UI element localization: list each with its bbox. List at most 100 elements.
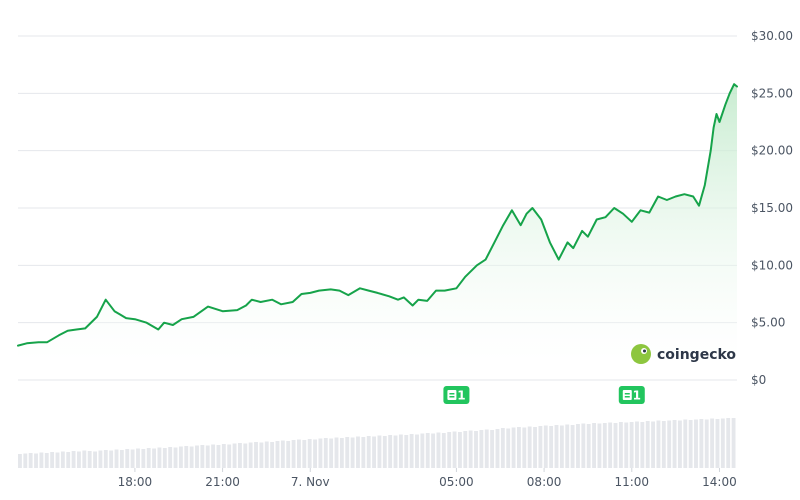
price-area [17,83,738,362]
x-tick-label: 7. Nov [291,475,330,489]
volume-bar [506,428,511,468]
y-tick-label: $0 [751,373,766,387]
volume-bar [39,452,44,468]
volume-bar [291,440,296,468]
volume-bar [533,427,537,468]
volume-bar [656,420,661,468]
calendar-icon [447,390,457,400]
volume-bar [259,442,264,468]
volume-bar [398,434,403,468]
x-tick-label: 18:00 [118,475,153,489]
volume-bar [232,443,237,468]
gecko-logo-pupil [643,349,646,353]
volume-bar [221,444,226,468]
volume-bar [28,453,33,468]
volume-bar [345,437,350,468]
volume-bar [168,447,173,468]
volume-bar [372,436,376,468]
volume-bar [704,419,709,468]
volume-bar [93,451,97,468]
volume-bar [694,419,698,468]
volume-bar [420,433,425,468]
volume-bar [323,438,328,468]
gecko-logo-icon [631,344,651,364]
volume-bar [87,451,92,468]
volume-bar [329,438,334,468]
volume-bar [452,431,457,468]
volume-bar [683,419,688,468]
volume-bar [667,420,672,468]
volume-bar [34,453,38,468]
volume-bar [18,454,22,468]
y-axis-labels: $0 $5.00 $10.00 $15.00 $20.00 $25.00 $30.00 [751,29,793,387]
volume-bar [382,436,387,468]
volume-bar [377,435,382,468]
volume-bar [44,453,49,468]
y-tick-label: $10.00 [751,258,793,272]
volume-bar [581,423,586,468]
volume-bar [661,421,666,468]
event-marker[interactable]: 1 [618,386,645,404]
volume-bar [146,448,151,468]
volume-bar [157,447,162,468]
volume-bar [270,442,275,468]
volume-bar [677,420,682,468]
volume-bar [227,444,232,468]
volume-bar [624,422,629,468]
volume-bar [629,422,634,468]
volume-bar [184,446,189,468]
x-tick-label: 11:00 [614,475,649,489]
volume-bar [205,445,210,468]
volume-bar [366,436,371,468]
volume-bar [216,445,221,468]
volume-bar [527,426,532,468]
volume-bar [55,452,60,468]
event-count: 1 [457,389,465,403]
volume-bar [500,428,505,468]
price-area-fill [18,84,737,362]
price-line [17,83,738,347]
volume-bar [640,422,645,468]
volume-bar [543,425,548,468]
volume-bar [457,432,462,468]
volume-bar [517,427,521,468]
event-marker[interactable]: 1 [443,386,470,404]
y-tick-label: $5.00 [751,316,785,330]
coingecko-watermark: coingecko [631,344,736,364]
volume-bar [82,450,87,468]
calendar-icon [622,390,632,400]
volume-bar [200,445,205,468]
volume-bar [463,431,468,468]
volume-bar [313,439,317,468]
volume-bar [334,437,339,468]
volume-bar [431,433,436,468]
volume-bar [393,435,398,468]
x-axis-labels: 18:00 21:00 7. Nov 05:00 08:00 11:00 14:00 [118,468,737,489]
volume-bar [415,434,419,468]
volume-bar [592,423,596,468]
volume-bar [618,422,623,468]
volume-bar [114,449,119,468]
volume-bar [586,424,591,468]
volume-bar [490,430,495,468]
volume-bar [549,426,554,468]
volume-bar [436,432,441,468]
volume-bar [484,429,489,468]
volume-bar [141,449,146,468]
x-tick-label: 14:00 [702,475,737,489]
volume-bar [720,418,725,468]
volume-bar [672,420,677,468]
coingecko-brand-text: coingecko [657,347,736,363]
volume-bar [522,427,527,468]
volume-bar [441,433,446,468]
volume-bar [60,451,65,468]
event-count: 1 [633,389,641,403]
volume-bar [361,437,366,468]
volume-bar [264,441,269,468]
volume-bar [602,423,607,468]
volume-bar [651,421,656,468]
volume-bar [130,449,135,468]
volume-bar [23,453,28,468]
